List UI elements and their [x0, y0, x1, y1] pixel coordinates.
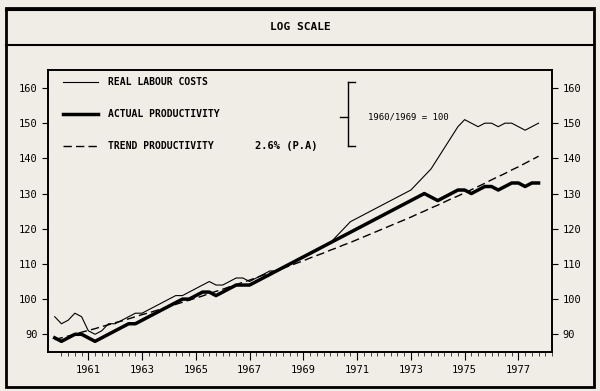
Text: 2.6% (P.A): 2.6% (P.A)	[254, 142, 317, 151]
Text: REAL LABOUR COSTS: REAL LABOUR COSTS	[109, 77, 208, 87]
Text: LOG SCALE: LOG SCALE	[269, 22, 331, 32]
Text: TREND PRODUCTIVITY: TREND PRODUCTIVITY	[109, 142, 214, 151]
Text: 1960/1969 = 100: 1960/1969 = 100	[368, 112, 449, 121]
Text: ACTUAL PRODUCTIVITY: ACTUAL PRODUCTIVITY	[109, 109, 220, 119]
